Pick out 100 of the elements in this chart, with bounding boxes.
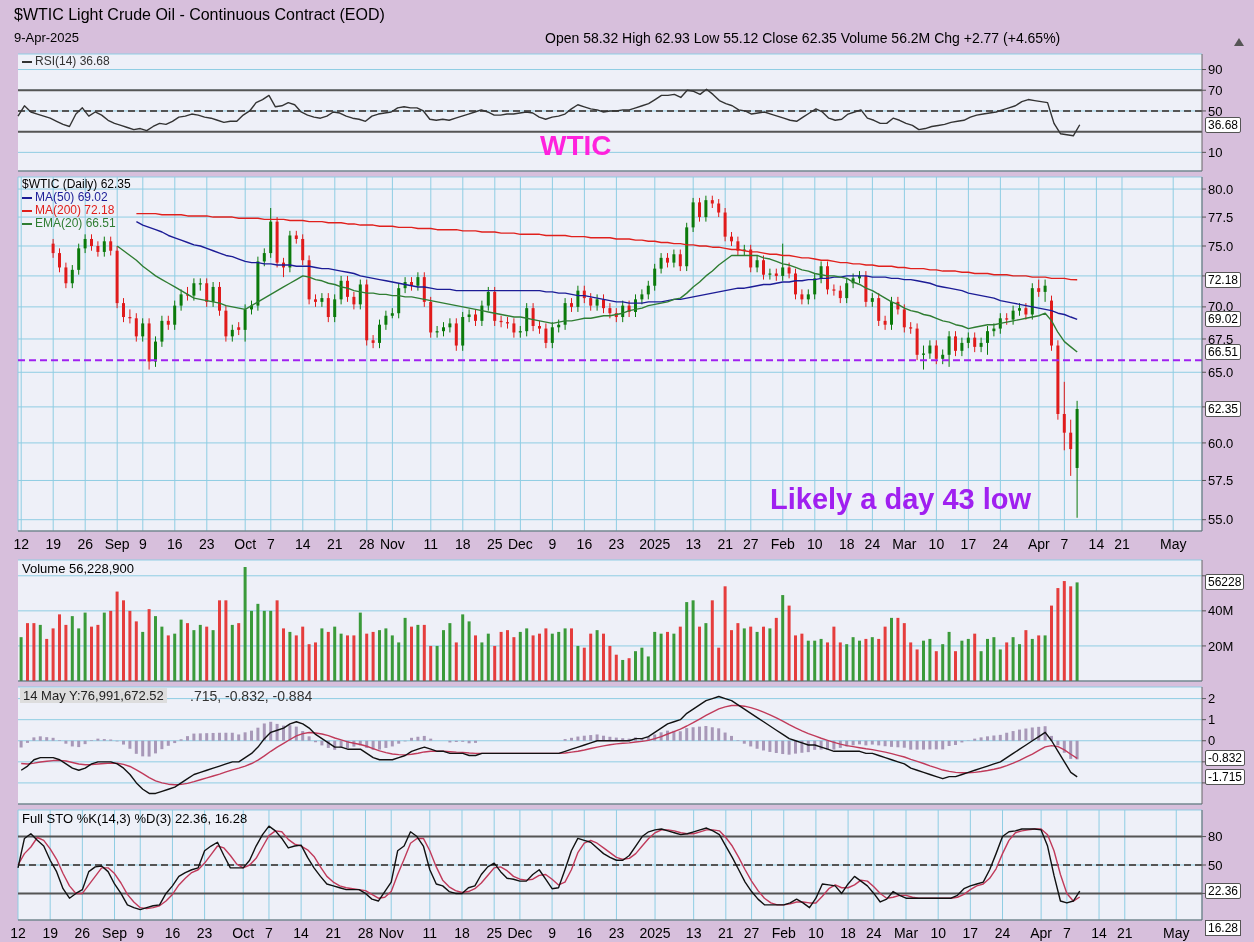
candlestick: [717, 198, 721, 218]
candlestick: [954, 330, 957, 357]
y-tick-label: 75.0: [1208, 238, 1234, 254]
bar: [429, 645, 433, 681]
bar: [1062, 581, 1066, 681]
x-tick-label: 25: [486, 924, 503, 941]
bar: [173, 633, 177, 681]
line-series: [20, 704, 1078, 786]
bar: [442, 630, 445, 681]
x-tick-label: Dec: [507, 924, 533, 941]
bar: [230, 732, 234, 741]
legend-label: MA(200) 72.18: [34, 203, 116, 217]
x-tick-label: 9: [136, 924, 145, 941]
bar: [691, 600, 695, 681]
bar: [230, 624, 234, 681]
bar: [365, 633, 369, 681]
y-tick-label: 1: [1208, 712, 1216, 728]
candlestick: [1069, 419, 1073, 477]
bar: [915, 740, 919, 750]
candlestick: [102, 236, 106, 258]
x-tick-label: 24: [994, 924, 1011, 941]
bar: [179, 619, 183, 681]
x-tick-label: Feb: [771, 924, 797, 941]
bar: [269, 610, 273, 681]
bar: [122, 600, 125, 681]
y-tick-label: 0: [1208, 733, 1216, 749]
bar: [474, 635, 477, 681]
x-tick-label: May: [1163, 924, 1190, 941]
x-tick-label: 26: [77, 535, 94, 552]
bar: [224, 600, 228, 681]
bar: [58, 614, 61, 681]
bar: [595, 630, 599, 681]
candlestick: [576, 285, 580, 313]
bar: [922, 740, 925, 750]
candlestick: [58, 247, 61, 273]
x-tick-label: 16: [167, 535, 183, 552]
bar: [1011, 637, 1015, 681]
bar: [122, 740, 125, 745]
candlestick: [83, 233, 87, 254]
bar: [915, 649, 919, 681]
bar: [992, 637, 996, 681]
text: Open 58.32 High 62.93 Low 55.12 Close 62.35 Volume 56.2M Chg +2.77 (+4.65%): [545, 30, 1061, 46]
y-tick-label: 65.0: [1208, 364, 1234, 380]
bar: [774, 740, 778, 753]
bar: [941, 740, 945, 750]
annotation: -0.832: [1205, 750, 1246, 767]
x-tick-label: 21: [1116, 924, 1133, 941]
bar: [186, 736, 189, 741]
bar: [51, 628, 55, 681]
bar: [1075, 740, 1079, 760]
bar: [314, 642, 317, 681]
bar: [218, 600, 221, 681]
y-tick-label: 50: [1208, 857, 1223, 873]
bar: [544, 628, 548, 681]
x-tick-label: 16: [576, 924, 593, 941]
bar: [934, 651, 938, 681]
bar: [38, 736, 42, 741]
x-tick-label: Sep: [102, 924, 128, 941]
x-tick-label: 13: [685, 924, 702, 941]
bar: [634, 651, 637, 681]
bar: [262, 610, 266, 681]
bar: [941, 644, 945, 681]
bar: [237, 623, 241, 681]
x-tick-label: 7: [1062, 924, 1071, 941]
bar: [986, 736, 989, 741]
candlestick: [211, 281, 215, 308]
bar: [250, 610, 253, 681]
candlestick: [550, 321, 554, 349]
x-tick-label: 21: [717, 535, 734, 552]
text: 16.28: [1205, 920, 1242, 936]
candlestick: [70, 264, 74, 289]
bar: [947, 740, 951, 747]
bar: [19, 637, 23, 681]
bar: [147, 740, 151, 757]
candlestick: [883, 315, 887, 331]
bar: [461, 614, 465, 681]
y-tick-label: 67.5: [1208, 331, 1234, 347]
bar: [186, 623, 189, 681]
bar: [755, 631, 759, 681]
bar: [474, 740, 477, 743]
x-tick-label: 16: [164, 924, 181, 941]
x-tick-label: 9: [548, 535, 557, 552]
bar: [38, 624, 42, 681]
bar: [198, 624, 202, 681]
bar: [781, 740, 785, 755]
candlestick: [659, 252, 663, 274]
bar: [742, 740, 746, 744]
candlestick: [64, 262, 68, 289]
bar: [781, 595, 785, 681]
candlestick: [960, 337, 964, 357]
bar: [902, 740, 906, 748]
bar: [493, 645, 497, 681]
y-tick-label: 70: [1208, 82, 1223, 98]
bar: [109, 610, 113, 681]
x-tick-label: 10: [928, 535, 945, 552]
bar: [256, 603, 260, 681]
bar: [870, 740, 874, 745]
legend-label: EMA(20) 66.51: [34, 216, 117, 230]
bar: [160, 626, 164, 681]
annotation: .715, -0.832, -0.884: [190, 688, 313, 704]
